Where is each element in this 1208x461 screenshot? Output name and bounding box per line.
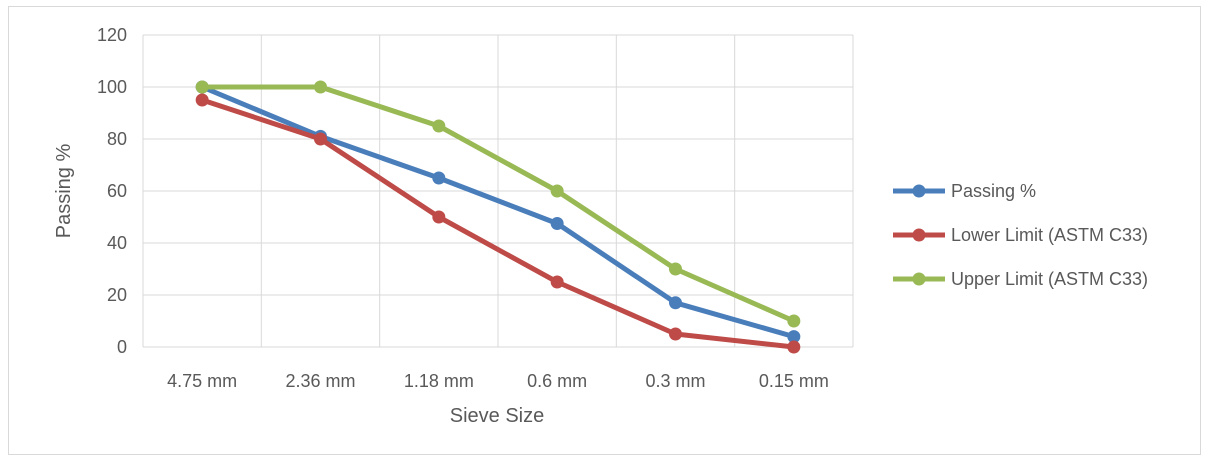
legend-swatch-marker [912,272,926,286]
data-point [314,80,327,94]
legend-item: Lower Limit (ASTM C33) [893,225,1148,245]
y-tick-label: 40 [107,233,127,253]
data-point [787,314,801,328]
data-point [432,119,446,133]
data-point [432,210,446,224]
series-1 [195,93,801,354]
data-point [550,275,564,289]
y-tick-label: 80 [107,129,127,149]
legend: Passing % Lower Limit (ASTM C33) Upper Lim… [893,181,1148,289]
x-axis-ticks: 4.75 mm 2.36 mm 1.18 mm 0.6 mm 0.3 mm 0.15 mm [167,371,829,391]
data-point [669,327,682,341]
series-line [199,84,797,324]
data-point [550,184,564,198]
data-point [432,171,446,185]
x-tick-label: 4.75 mm [167,371,237,391]
y-tick-label: 120 [97,25,127,45]
y-tick-label: 100 [97,77,127,97]
x-tick-label: 0.6 mm [527,371,587,391]
data-point [669,262,682,276]
data-point [787,340,801,354]
data-point [669,296,682,310]
data-point [195,80,209,94]
y-tick-label: 0 [117,337,127,357]
series-2 [195,80,801,328]
legend-swatch-marker [912,184,926,198]
legend-label: Lower Limit (ASTM C33) [951,225,1148,245]
legend-label: Upper Limit (ASTM C33) [951,269,1148,289]
x-tick-label: 0.3 mm [645,371,705,391]
data-point [314,132,327,146]
series-lines [195,80,801,354]
data-point [787,330,801,344]
y-axis-title: Passing % [53,144,75,239]
x-tick-label: 0.15 mm [759,371,829,391]
legend-item: Passing % [893,181,1036,201]
data-point [195,93,209,107]
data-point [550,217,564,230]
legend-item: Upper Limit (ASTM C33) [893,269,1148,289]
y-tick-label: 20 [107,285,127,305]
y-axis-ticks: 0 20 40 60 80 100 120 [97,25,127,357]
x-tick-label: 2.36 mm [285,371,355,391]
series-line [199,84,797,340]
legend-label: Passing % [951,181,1036,201]
x-axis-title: Sieve Size [450,405,545,427]
series-line [199,97,797,350]
x-tick-label: 1.18 mm [404,371,474,391]
y-tick-label: 60 [107,181,127,201]
chart-frame [8,6,1201,455]
legend-swatch-marker [912,228,926,242]
